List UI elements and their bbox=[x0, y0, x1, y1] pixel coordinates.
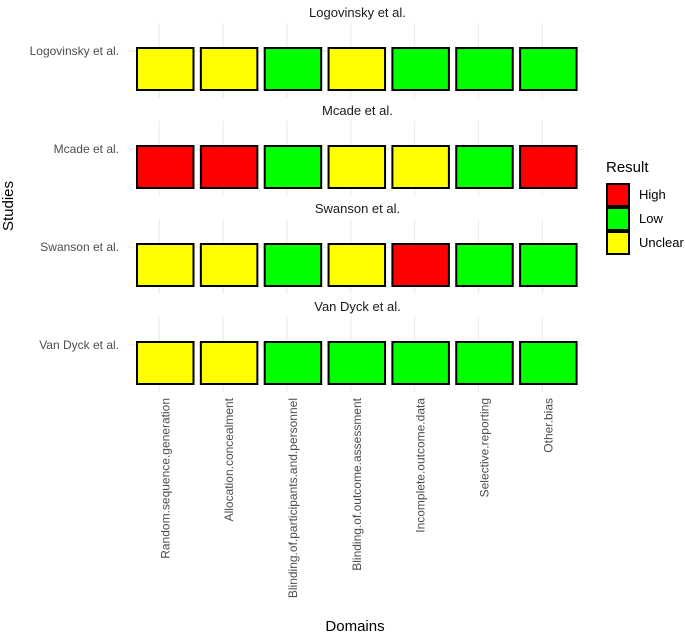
y-tick-label: Mcade et al. bbox=[54, 142, 119, 156]
facet-strip-label: Mcade et al. bbox=[322, 103, 393, 118]
x-tick-label: Random.sequence.generation bbox=[158, 398, 172, 559]
tile-high bbox=[519, 145, 578, 189]
legend-key-low bbox=[606, 207, 630, 231]
legend-label: High bbox=[639, 187, 666, 202]
legend-key-unclear bbox=[606, 231, 630, 255]
tile-low bbox=[455, 145, 514, 189]
tile-low bbox=[263, 145, 323, 189]
tile-low bbox=[455, 47, 514, 91]
x-axis-ticks: Random.sequence.generation Allocation.con… bbox=[158, 397, 555, 598]
tile-low bbox=[519, 243, 578, 287]
y-tick-label: Van Dyck et al. bbox=[39, 338, 119, 352]
tile-unclear bbox=[136, 47, 195, 91]
tile-low bbox=[263, 341, 323, 385]
legend-key-high bbox=[606, 183, 630, 207]
x-tick-label: Blinding.of.outcome.assessment bbox=[350, 397, 364, 570]
y-tick-label: Logovinsky et al. bbox=[30, 44, 119, 58]
tile-low bbox=[327, 341, 387, 385]
tile-high bbox=[199, 145, 259, 189]
tile-low bbox=[519, 341, 578, 385]
x-tick-label: Incomplete.outcome.data bbox=[414, 398, 428, 533]
facet-panels: Logovinsky et al. Logovinsky et al. Mcade … bbox=[30, 5, 578, 385]
x-tick-label: Allocation.concealment bbox=[222, 397, 236, 521]
tile-unclear bbox=[136, 341, 195, 385]
tile-unclear bbox=[327, 243, 387, 287]
tile-unclear bbox=[136, 243, 195, 287]
legend-label: Low bbox=[639, 211, 663, 226]
tile-unclear bbox=[391, 145, 450, 189]
tile-low bbox=[391, 341, 450, 385]
legend-label: Unclear bbox=[639, 235, 684, 250]
tile-high bbox=[391, 243, 450, 287]
x-tick-label: Other.bias bbox=[541, 398, 555, 453]
tile-unclear bbox=[327, 145, 387, 189]
x-tick-label: Blinding.of.participants.and.personnel bbox=[286, 398, 300, 598]
tile-high bbox=[136, 145, 195, 189]
y-axis-title: Studies bbox=[0, 181, 17, 231]
facet-strip-label: Logovinsky et al. bbox=[309, 5, 406, 20]
legend: Result High Low Unclear bbox=[606, 159, 684, 255]
x-tick-label: Selective.reporting bbox=[478, 398, 492, 497]
tile-unclear bbox=[199, 47, 259, 91]
facet-strip-label: Van Dyck et al. bbox=[314, 299, 400, 314]
tile-low bbox=[455, 341, 514, 385]
x-axis-title: Domains bbox=[325, 618, 384, 635]
tile-low bbox=[455, 243, 514, 287]
tile-unclear bbox=[199, 341, 259, 385]
tile-low bbox=[519, 47, 578, 91]
tile-unclear bbox=[327, 47, 387, 91]
tile-low bbox=[263, 47, 323, 91]
legend-title: Result bbox=[606, 159, 649, 176]
tile-low bbox=[263, 243, 323, 287]
y-tick-label: Swanson et al. bbox=[40, 240, 119, 254]
tile-low bbox=[391, 47, 450, 91]
tile-unclear bbox=[199, 243, 259, 287]
facet-strip-label: Swanson et al. bbox=[315, 201, 400, 216]
